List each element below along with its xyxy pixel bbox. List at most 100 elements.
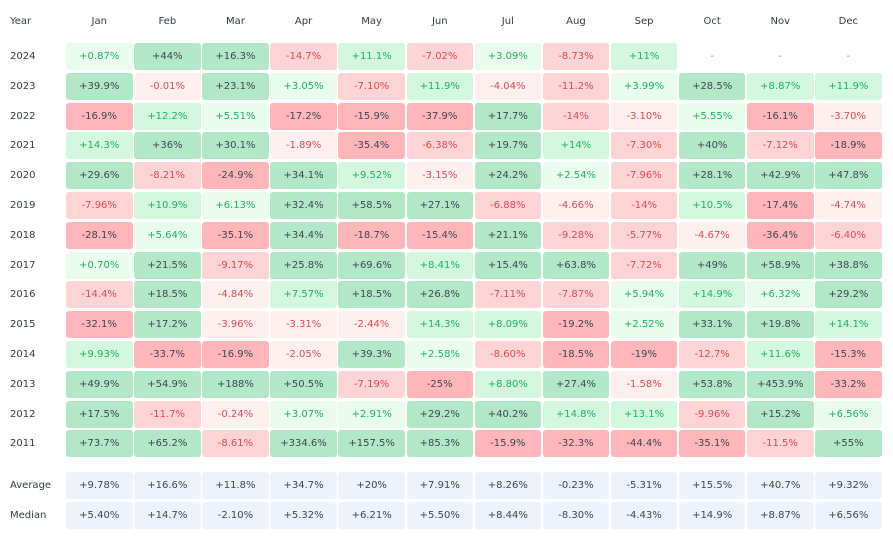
return-cell[interactable]: +11% bbox=[610, 43, 678, 70]
return-cell[interactable]: +14.8% bbox=[542, 400, 610, 428]
return-cell[interactable]: +58.9% bbox=[747, 251, 814, 279]
return-cell[interactable]: +49% bbox=[678, 251, 746, 279]
return-cell[interactable]: +8.87% bbox=[747, 72, 814, 100]
return-cell[interactable]: -17.2% bbox=[270, 102, 337, 130]
return-cell[interactable]: -35.4% bbox=[338, 132, 405, 160]
return-cell[interactable]: -24.9% bbox=[202, 162, 269, 190]
return-cell[interactable]: +2.54% bbox=[542, 162, 610, 190]
return-cell[interactable]: +3.09% bbox=[474, 43, 542, 70]
return-cell[interactable]: -8.60% bbox=[474, 341, 542, 368]
return-cell[interactable]: - bbox=[710, 51, 714, 62]
return-cell[interactable]: +21.1% bbox=[474, 221, 542, 249]
return-cell[interactable]: +30.1% bbox=[202, 132, 269, 160]
return-cell[interactable]: +28.5% bbox=[678, 72, 746, 100]
return-cell[interactable]: +73.7% bbox=[66, 430, 133, 458]
return-cell[interactable]: -3.96% bbox=[202, 311, 269, 339]
return-cell[interactable]: +44% bbox=[134, 43, 201, 70]
return-cell[interactable]: +3.99% bbox=[610, 72, 678, 100]
return-cell[interactable]: +6.32% bbox=[747, 281, 814, 309]
return-cell[interactable]: +11.1% bbox=[338, 43, 405, 70]
return-cell[interactable]: - bbox=[846, 51, 851, 62]
return-cell[interactable]: +157.5% bbox=[338, 430, 405, 458]
return-cell[interactable]: -6.88% bbox=[474, 192, 542, 219]
return-cell[interactable]: +5.94% bbox=[610, 281, 678, 309]
return-cell[interactable]: +39.3% bbox=[338, 341, 405, 368]
return-cell[interactable]: -3.31% bbox=[270, 311, 337, 339]
return-cell[interactable]: +19.8% bbox=[747, 311, 814, 339]
return-cell[interactable]: -25% bbox=[406, 370, 473, 398]
return-cell[interactable]: -4.04% bbox=[474, 72, 542, 100]
return-cell[interactable]: -4.74% bbox=[815, 192, 882, 219]
return-cell[interactable]: +14.3% bbox=[406, 311, 473, 339]
return-cell[interactable]: -5.77% bbox=[610, 221, 678, 249]
return-cell[interactable]: +29.2% bbox=[406, 400, 473, 428]
return-cell[interactable]: -11.2% bbox=[542, 72, 610, 100]
return-cell[interactable]: +453.9% bbox=[747, 370, 814, 398]
return-cell[interactable]: +8.41% bbox=[406, 251, 473, 279]
return-cell[interactable]: -33.2% bbox=[815, 370, 882, 398]
return-cell[interactable]: +10.5% bbox=[678, 192, 746, 219]
return-cell[interactable]: -12.7% bbox=[678, 341, 746, 368]
return-cell[interactable]: +53.8% bbox=[678, 370, 746, 398]
return-cell[interactable]: -11.7% bbox=[134, 400, 201, 428]
return-cell[interactable]: +17.7% bbox=[474, 102, 542, 130]
return-cell[interactable]: +9.93% bbox=[66, 341, 133, 368]
return-cell[interactable]: +25.8% bbox=[270, 251, 337, 279]
return-cell[interactable]: +8.09% bbox=[474, 311, 542, 339]
return-cell[interactable]: +85.3% bbox=[406, 430, 473, 458]
return-cell[interactable]: -7.10% bbox=[338, 72, 405, 100]
return-cell[interactable]: +8.80% bbox=[474, 370, 542, 398]
return-cell[interactable]: -4.67% bbox=[678, 221, 746, 249]
return-cell[interactable]: +6.56% bbox=[815, 400, 882, 428]
return-cell[interactable]: -16.9% bbox=[66, 102, 133, 130]
return-cell[interactable]: +2.58% bbox=[406, 341, 473, 368]
return-cell[interactable]: +34.1% bbox=[270, 162, 337, 190]
return-cell[interactable]: +40% bbox=[678, 132, 746, 160]
return-cell[interactable]: -11.5% bbox=[747, 430, 814, 458]
return-cell[interactable]: -7.30% bbox=[610, 132, 678, 160]
return-cell[interactable]: -14.4% bbox=[66, 281, 133, 309]
return-cell[interactable]: +17.2% bbox=[134, 311, 201, 339]
return-cell[interactable]: -0.24% bbox=[202, 400, 269, 428]
return-cell[interactable]: -14% bbox=[610, 192, 678, 219]
return-cell[interactable]: -1.89% bbox=[270, 132, 337, 160]
return-cell[interactable]: +28.1% bbox=[678, 162, 746, 190]
return-cell[interactable]: +6.13% bbox=[202, 192, 269, 219]
return-cell[interactable]: +50.5% bbox=[270, 370, 337, 398]
return-cell[interactable]: +36% bbox=[134, 132, 201, 160]
return-cell[interactable]: -15.3% bbox=[815, 341, 882, 368]
return-cell[interactable]: +15.4% bbox=[474, 251, 542, 279]
return-cell[interactable]: +7.57% bbox=[270, 281, 337, 309]
return-cell[interactable]: +15.2% bbox=[747, 400, 814, 428]
return-cell[interactable]: +3.07% bbox=[270, 400, 337, 428]
return-cell[interactable]: +11.6% bbox=[747, 341, 814, 368]
return-cell[interactable]: +39.9% bbox=[66, 72, 133, 100]
return-cell[interactable]: -18.9% bbox=[815, 132, 882, 160]
return-cell[interactable]: -33.7% bbox=[134, 341, 201, 368]
return-cell[interactable]: -2.05% bbox=[270, 341, 337, 368]
return-cell[interactable]: +65.2% bbox=[134, 430, 201, 458]
return-cell[interactable]: +29.6% bbox=[66, 162, 133, 190]
return-cell[interactable]: +334.6% bbox=[270, 430, 337, 458]
return-cell[interactable]: -18.7% bbox=[338, 221, 405, 249]
return-cell[interactable]: +27.4% bbox=[542, 370, 610, 398]
return-cell[interactable]: +21.5% bbox=[134, 251, 201, 279]
return-cell[interactable]: +38.8% bbox=[815, 251, 882, 279]
return-cell[interactable]: -17.4% bbox=[747, 192, 814, 219]
return-cell[interactable]: +27.1% bbox=[406, 192, 473, 219]
return-cell[interactable]: -9.28% bbox=[542, 221, 610, 249]
return-cell[interactable]: +34.4% bbox=[270, 221, 337, 249]
return-cell[interactable]: +26.8% bbox=[406, 281, 473, 309]
return-cell[interactable]: -37.9% bbox=[406, 102, 473, 130]
return-cell[interactable]: +3.05% bbox=[270, 72, 337, 100]
return-cell[interactable]: +9.52% bbox=[338, 162, 405, 190]
return-cell[interactable]: +12.2% bbox=[134, 102, 201, 130]
return-cell[interactable]: -14.7% bbox=[270, 43, 337, 70]
return-cell[interactable]: +24.2% bbox=[474, 162, 542, 190]
return-cell[interactable]: -7.96% bbox=[610, 162, 678, 190]
return-cell[interactable]: +13.1% bbox=[610, 400, 678, 428]
return-cell[interactable]: -7.12% bbox=[747, 132, 814, 160]
return-cell[interactable]: +5.51% bbox=[202, 102, 269, 130]
return-cell[interactable]: -0.01% bbox=[134, 72, 201, 100]
return-cell[interactable]: +17.5% bbox=[66, 400, 133, 428]
